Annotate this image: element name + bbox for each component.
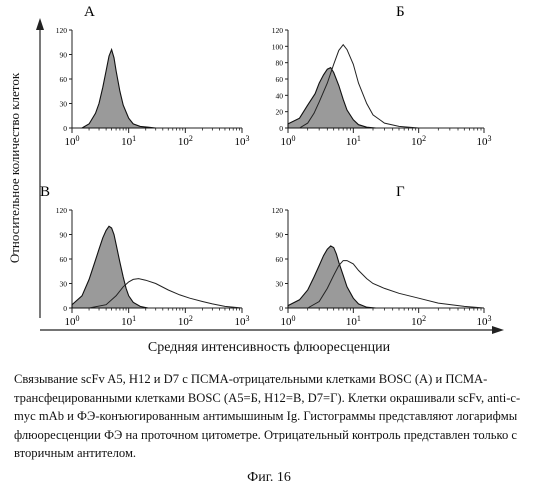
y-tick-label: 120: [272, 26, 284, 35]
panel-label: Б: [396, 4, 405, 20]
histogram-control: [72, 226, 148, 308]
y-tick-label: 0: [279, 124, 283, 133]
x-tick-label: 103: [235, 314, 250, 328]
y-tick-label: 120: [56, 26, 68, 35]
y-axis-arrow-head: [36, 18, 44, 30]
y-tick-label: 60: [276, 75, 284, 84]
y-tick-label: 60: [276, 255, 284, 264]
y-tick-label: 0: [63, 304, 67, 313]
x-tick-label: 103: [477, 314, 492, 328]
x-tick-label: 102: [411, 314, 426, 328]
y-tick-label: 100: [272, 42, 284, 51]
x-tick-label: 100: [65, 314, 80, 328]
figure-number: Фиг. 16: [0, 470, 538, 486]
x-tick-label: 101: [346, 134, 361, 148]
y-tick-label: 90: [60, 231, 68, 240]
y-tick-label: 30: [60, 280, 68, 289]
y-tick-label: 20: [276, 108, 284, 117]
x-axis-label: Средняя интенсивность флюоресценции: [0, 340, 538, 356]
panel-label: Г: [396, 184, 405, 200]
x-tick-label: 100: [281, 314, 296, 328]
histogram-panels: А 0 30 60 90 120 100 101 102 103 Б 0 20 40 60 80 100 120 1…: [0, 0, 538, 340]
y-tick-label: 60: [60, 255, 68, 264]
x-tick-label: 102: [411, 134, 426, 148]
y-tick-label: 90: [60, 51, 68, 60]
histogram-control: [288, 68, 376, 128]
panel-label: А: [84, 4, 95, 20]
y-tick-label: 120: [272, 206, 284, 215]
figure-caption: Связывание scFv A5, H12 и D7 с ПСМА-отри…: [14, 370, 528, 463]
histogram-control: [288, 246, 376, 308]
x-tick-label: 103: [235, 134, 250, 148]
y-tick-label: 60: [60, 75, 68, 84]
x-tick-label: 101: [346, 314, 361, 328]
y-tick-label: 80: [276, 59, 284, 68]
x-axis-arrow-head: [492, 326, 504, 334]
x-tick-label: 101: [121, 134, 136, 148]
y-axis-label: Относительное количество клеток: [7, 18, 23, 318]
x-tick-label: 100: [281, 134, 296, 148]
y-tick-label: 30: [60, 100, 68, 109]
x-tick-label: 100: [65, 134, 80, 148]
x-tick-label: 103: [477, 134, 492, 148]
y-tick-label: 120: [56, 206, 68, 215]
y-tick-label: 40: [276, 91, 284, 100]
y-axis-label-wrap: Относительное количество клеток: [0, 18, 30, 318]
y-tick-label: 0: [279, 304, 283, 313]
x-tick-label: 101: [121, 314, 136, 328]
histogram-control: [82, 50, 156, 128]
y-tick-label: 0: [63, 124, 67, 133]
figure-area: А 0 30 60 90 120 100 101 102 103 Б 0 20 40 60 80 100 120 1…: [0, 0, 538, 360]
x-tick-label: 102: [178, 314, 193, 328]
y-tick-label: 30: [276, 280, 284, 289]
y-tick-label: 90: [276, 231, 284, 240]
panel-label: В: [40, 184, 50, 200]
x-tick-label: 102: [178, 134, 193, 148]
